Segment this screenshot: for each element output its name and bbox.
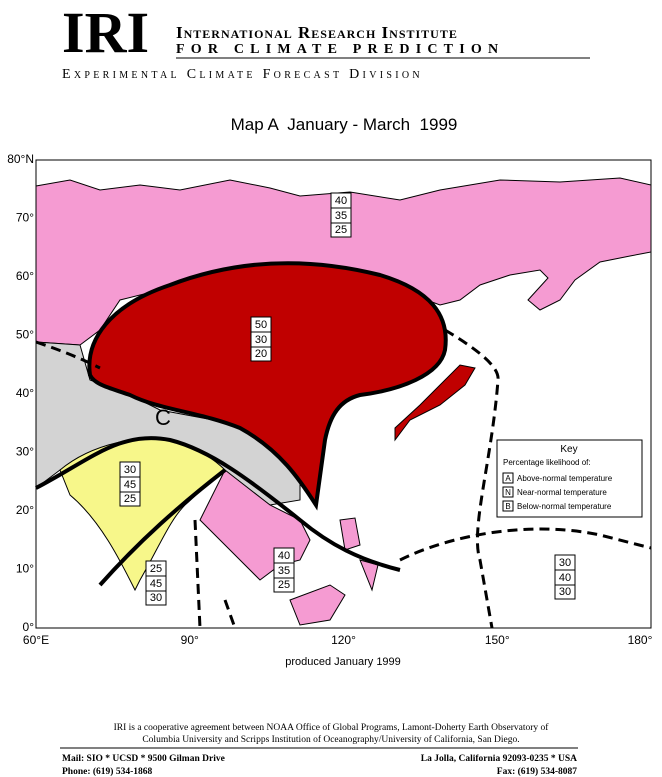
key-letter: A: [505, 474, 511, 483]
forecast-box: 25 45 30: [145, 560, 167, 606]
header-line1: International Research Institute: [176, 23, 458, 42]
lat-label: 0°: [23, 620, 35, 634]
prob: 40: [335, 195, 347, 207]
boundary: [35, 436, 401, 572]
prob: 40: [278, 550, 290, 562]
land-japan: [394, 364, 476, 442]
lat-label: 60°: [16, 269, 34, 283]
forecast-box: 40 35 25: [330, 192, 352, 238]
footer-phone: Phone: (619) 534-1868: [62, 766, 152, 777]
footer-note: Columbia University and Scripps Institut…: [142, 734, 519, 745]
forecast-box: 50 30 20: [250, 316, 272, 362]
forecast-box: 40 35 25: [273, 547, 295, 593]
lon-label: 60°E: [23, 633, 49, 647]
boundary-dashed: [444, 328, 500, 629]
key: Key Percentage likelihood of: A Above-no…: [496, 439, 643, 518]
lon-label: 120°: [331, 633, 356, 647]
footer-mail: Mail: SIO * UCSD * 9500 Gilman Drive: [62, 754, 225, 764]
prob: 50: [255, 319, 267, 331]
lon-label: 180°: [628, 633, 653, 647]
prob: 20: [255, 348, 267, 360]
prob: 30: [559, 557, 571, 569]
key-title: Key: [560, 444, 577, 455]
key-letter: B: [505, 502, 510, 511]
prob: 25: [335, 224, 347, 236]
region-red: [87, 261, 448, 511]
forecast-box: 30 45 25: [119, 461, 141, 507]
prob: 25: [150, 563, 162, 575]
lat-label: 10°: [16, 562, 34, 576]
prob: 40: [559, 572, 571, 584]
prob: 30: [150, 592, 162, 604]
prob: 30: [559, 586, 571, 598]
boundary: [98, 468, 227, 587]
header-line3: Experimental Climate Forecast Division: [62, 67, 423, 82]
prob: 25: [124, 493, 136, 505]
prob: 35: [278, 565, 290, 577]
key-subtitle: Percentage likelihood of:: [503, 458, 591, 467]
key-label: Near-normal temperature: [517, 488, 607, 497]
prob: 45: [150, 578, 162, 590]
footer-note: IRI is a cooperative agreement between N…: [114, 722, 550, 733]
footer-fax: Fax: (619) 534-8087: [497, 766, 577, 777]
header-line2: for climate prediction: [176, 42, 504, 57]
axis-labels: 80°N 70° 60° 50° 40° 30° 20° 10° 0°60°E 90° 120° 15…: [7, 152, 652, 647]
lat-label: 20°: [16, 503, 34, 517]
boundary-dashed: [35, 340, 101, 370]
prob: 35: [335, 210, 347, 222]
key-label: Below-normal temperature: [517, 502, 612, 511]
lat-label: 40°: [16, 386, 34, 400]
logo: IRI: [62, 0, 149, 65]
map-title: Map A January - March 1999: [231, 115, 458, 134]
map: C 40 35 25 50 30 20 30 45 25 25 45 30 40 35 25 30 4…: [35, 159, 652, 629]
lat-label: 30°: [16, 445, 34, 459]
prob: 30: [255, 334, 267, 346]
prob: 25: [278, 579, 290, 591]
boundary-dashed: [399, 527, 652, 562]
prob: 30: [124, 464, 136, 476]
lon-label: 150°: [485, 633, 510, 647]
produced: produced January 1999: [285, 656, 401, 668]
key-label: Above-normal temperature: [517, 474, 613, 483]
footer-location: La Jolla, California 92093-0235 * USA: [421, 754, 577, 764]
key-letter: N: [505, 488, 511, 497]
forecast-box: 30 40 30: [554, 554, 576, 600]
lat-label: 70°: [16, 211, 34, 225]
lon-label: 90°: [181, 633, 199, 647]
region-label: C: [155, 405, 171, 430]
prob: 45: [124, 479, 136, 491]
lat-label: 50°: [16, 328, 34, 342]
boundary-dashed: [193, 519, 237, 629]
lat-label: 80°N: [7, 152, 34, 166]
